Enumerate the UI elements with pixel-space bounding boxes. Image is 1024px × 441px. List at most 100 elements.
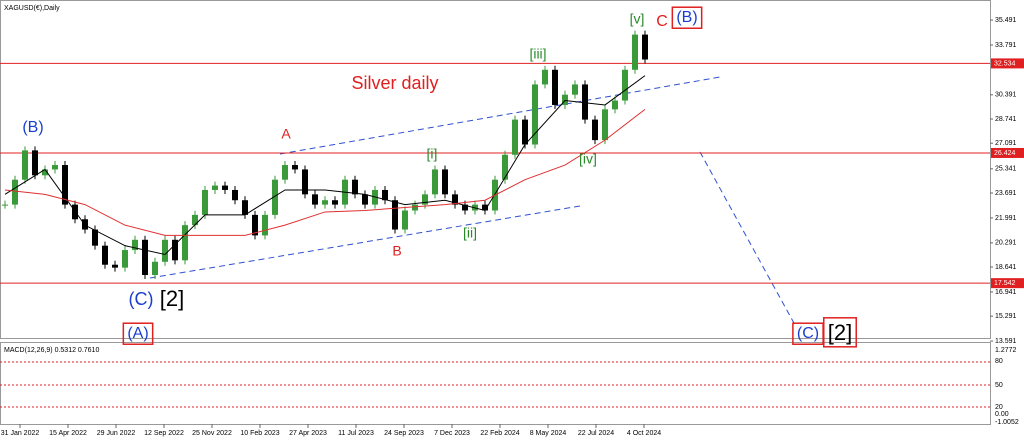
x-tick-label: 8 May 2024 [530,430,567,437]
annotation: (B) [22,119,43,136]
candle [442,169,448,195]
x-tick-label: 27 Apr 2023 [289,430,327,437]
candle [272,179,278,215]
annotation: [ii] [463,225,477,241]
x-tick-label: 25 Nov 2022 [192,430,232,437]
level-label: 17.542 [994,280,1016,287]
annotation: [iii] [529,46,546,62]
candle [302,169,308,195]
x-tick-label: 11 Jul 2023 [338,430,374,437]
candle [502,154,508,180]
annotation-box [671,6,703,29]
y-tick-label: 28.741 [995,116,1017,123]
candle [602,109,608,141]
annotation: C [656,13,668,30]
macd-axis-label: 20 [995,404,1003,411]
annotation-box [122,322,154,345]
y-tick-label: 20.291 [995,240,1017,247]
candle [482,204,488,211]
candle [392,200,398,230]
candle [452,194,458,205]
annotation: B [392,243,401,259]
annotation: A [281,126,291,142]
candle [52,165,58,170]
projection-line [699,151,796,326]
y-tick-label: 16.941 [995,289,1017,296]
y-tick-label: 30.391 [995,92,1017,99]
macd-axis-label: 80 [995,358,1003,365]
candle [572,84,578,95]
annotation: [v] [630,11,645,27]
y-tick-label: 33.791 [995,42,1017,49]
x-tick-label: 22 Feb 2024 [480,430,519,437]
candle [62,165,68,205]
x-tick-label: 29 Jun 2022 [97,430,136,437]
candle [432,169,438,195]
candle [582,84,588,120]
x-tick-label: 24 Sep 2023 [384,430,424,437]
trend-line-lower [149,205,581,279]
x-tick-label: 22 Jul 2024 [578,430,614,437]
candle [222,185,228,190]
x-tick-label: 10 Feb 2023 [240,430,279,437]
x-tick-label: 7 Dec 2023 [434,430,470,437]
candle [592,119,598,141]
moving-average [4,108,646,236]
candle [122,250,128,268]
x-tick-label: 4 Oct 2024 [627,430,661,437]
candle [622,69,628,101]
candle [102,245,108,265]
annotation: [i] [427,146,438,162]
moving-average [4,75,646,255]
annotation: (B) [676,9,697,26]
candle [242,200,248,215]
y-tick-label: 27.091 [995,140,1017,147]
candle [152,261,158,275]
candle [552,69,558,105]
candle [132,239,138,251]
candle [612,100,618,110]
y-tick-label: 13.591 [995,338,1017,345]
candle [312,194,318,205]
candle [212,185,218,190]
candle [142,239,148,275]
price-frame [0,0,991,339]
candle [352,179,358,195]
candle [422,194,428,205]
candle [292,165,298,170]
y-tick-label: 15.291 [995,313,1017,320]
candle [192,214,198,226]
candle [322,200,328,205]
macd-axis-label: -1.0052 [995,419,1019,426]
candle [282,165,288,180]
level-label: 32.534 [994,60,1016,67]
annotation-box [823,317,857,348]
x-tick-label: 12 Sep 2022 [144,430,184,437]
y-tick-label: 23.691 [995,190,1017,197]
level-label-box [991,58,1024,69]
level-label: 26.424 [994,150,1016,157]
candle [532,84,538,145]
candle [512,119,518,155]
trend-line-upper [279,76,721,155]
annotation: Silver daily [351,73,438,93]
candle [252,214,258,236]
x-tick-label: 31 Jan 2022 [1,430,40,437]
candle [412,204,418,211]
macd-frame [0,342,991,425]
candle [362,194,368,205]
annotation: (A) [127,325,148,342]
candle [172,239,178,261]
candle [202,189,208,215]
candle [232,189,238,201]
annotation: [2] [828,320,852,345]
candle [2,204,8,206]
candle [12,179,18,205]
chart-title: XAGUSD(€),Daily [4,5,60,12]
level-label-box [991,278,1024,289]
y-tick-label: 18.641 [995,264,1017,271]
y-tick-label: 35.491 [995,17,1017,24]
level-label-box [991,147,1024,158]
